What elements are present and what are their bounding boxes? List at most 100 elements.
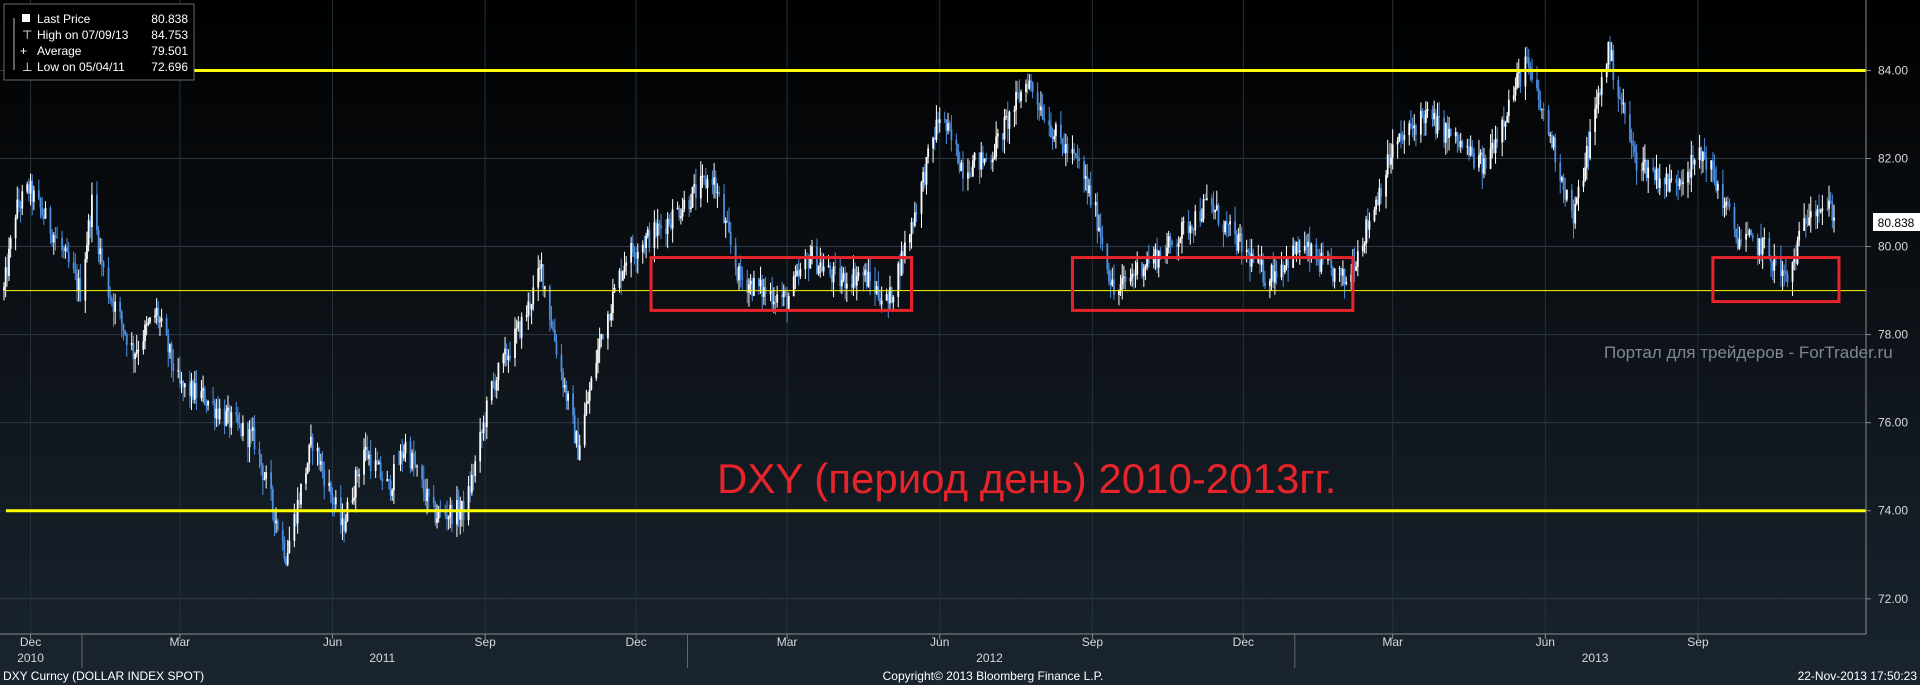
candle-body xyxy=(892,296,895,303)
candle-body xyxy=(72,262,75,269)
candle-body xyxy=(100,248,103,263)
candle-body xyxy=(1330,259,1333,268)
candle-body xyxy=(397,463,400,465)
candle-body xyxy=(656,223,659,236)
candle-body xyxy=(91,194,93,227)
candle-body xyxy=(344,521,347,532)
candle-body xyxy=(681,209,684,217)
candle-body xyxy=(706,179,709,189)
y-tick-label: 78.00 xyxy=(1878,328,1908,342)
candle-body xyxy=(1670,178,1673,180)
candle-body xyxy=(1214,209,1217,213)
candle-body xyxy=(1144,266,1147,269)
candle-body xyxy=(665,228,667,234)
candle-body xyxy=(248,429,251,448)
candle-body xyxy=(923,171,926,185)
candle-body xyxy=(784,291,787,293)
candle-body xyxy=(1600,77,1603,95)
candle-body xyxy=(1159,251,1162,257)
candle-body xyxy=(1609,42,1611,62)
candle-body xyxy=(276,520,279,531)
candle-body xyxy=(1229,221,1231,225)
candle-body xyxy=(1315,244,1318,260)
candle-body xyxy=(1262,260,1265,283)
candle-body xyxy=(957,144,959,164)
candle-body xyxy=(461,500,463,512)
candle-body xyxy=(968,172,971,177)
candle-body xyxy=(1204,199,1207,201)
candle-body xyxy=(1297,241,1300,253)
candle-body xyxy=(1519,71,1522,87)
candle-body xyxy=(973,152,976,161)
candle-body xyxy=(1768,237,1771,258)
candle-body xyxy=(1745,233,1747,240)
candle-body xyxy=(897,263,900,297)
candle-body xyxy=(426,488,428,502)
candle-body xyxy=(1298,250,1301,253)
candle-body xyxy=(275,520,277,524)
y-tick-label: 84.00 xyxy=(1878,63,1908,77)
candle-body xyxy=(6,267,9,276)
candle-body xyxy=(1597,92,1600,105)
candle-body xyxy=(227,407,229,412)
candle-body xyxy=(817,266,820,274)
candle-body xyxy=(1716,183,1719,191)
candle-body xyxy=(630,243,633,263)
candle-body xyxy=(958,163,961,171)
candle-body xyxy=(1446,123,1449,138)
candle-body xyxy=(850,283,853,288)
candle-body xyxy=(182,381,185,388)
candle-body xyxy=(374,460,377,471)
candle-body xyxy=(1658,178,1661,189)
candle-body xyxy=(1225,221,1228,224)
candle-body xyxy=(1028,80,1031,89)
candle-body xyxy=(578,445,581,460)
price-candles xyxy=(3,36,1835,567)
candle-body xyxy=(1512,95,1515,100)
candle-body xyxy=(572,393,574,416)
candle-body xyxy=(402,453,405,459)
candle-body xyxy=(1549,134,1552,136)
candle-body xyxy=(1272,265,1275,283)
candle-body xyxy=(668,218,671,225)
candle-body xyxy=(520,316,523,338)
candle-body xyxy=(351,500,354,502)
x-year-label: 2013 xyxy=(1582,651,1609,665)
candle-body xyxy=(902,251,905,260)
candle-body xyxy=(1338,268,1341,270)
candle-body xyxy=(167,335,170,353)
candle-body xyxy=(1725,201,1728,206)
candle-body xyxy=(827,265,830,267)
candle-body xyxy=(1099,227,1102,238)
candle-body xyxy=(218,408,221,420)
candle-body xyxy=(1129,278,1132,282)
candle-body xyxy=(688,199,691,210)
candle-body xyxy=(467,486,470,521)
candle-body xyxy=(862,272,865,276)
candle-body xyxy=(711,179,714,185)
candle-body xyxy=(839,267,842,287)
candle-body xyxy=(1224,221,1227,233)
candle-body xyxy=(238,423,241,425)
candle-body xyxy=(1260,260,1263,265)
candle-body xyxy=(49,207,52,234)
candle-body xyxy=(903,242,906,260)
candle-body xyxy=(507,355,510,361)
candle-body xyxy=(857,272,860,277)
candle-body xyxy=(1245,249,1248,253)
footer: DXY Curncy (DOLLAR INDEX SPOT) Copyright… xyxy=(3,669,1917,683)
candle-body xyxy=(364,446,367,450)
candle-body xyxy=(368,454,370,459)
candle-body xyxy=(1270,265,1273,281)
candle-body xyxy=(1202,199,1205,219)
candle-body xyxy=(703,175,706,178)
candle-body xyxy=(983,158,986,163)
candle-body xyxy=(869,271,871,282)
candle-body xyxy=(1119,284,1122,291)
x-tick-label: Jun xyxy=(930,635,949,649)
candle-body xyxy=(602,334,604,339)
candle-body xyxy=(1736,237,1739,249)
x-tick-label: Jun xyxy=(323,635,342,649)
candle-body xyxy=(648,229,651,248)
candle-body xyxy=(552,326,555,330)
